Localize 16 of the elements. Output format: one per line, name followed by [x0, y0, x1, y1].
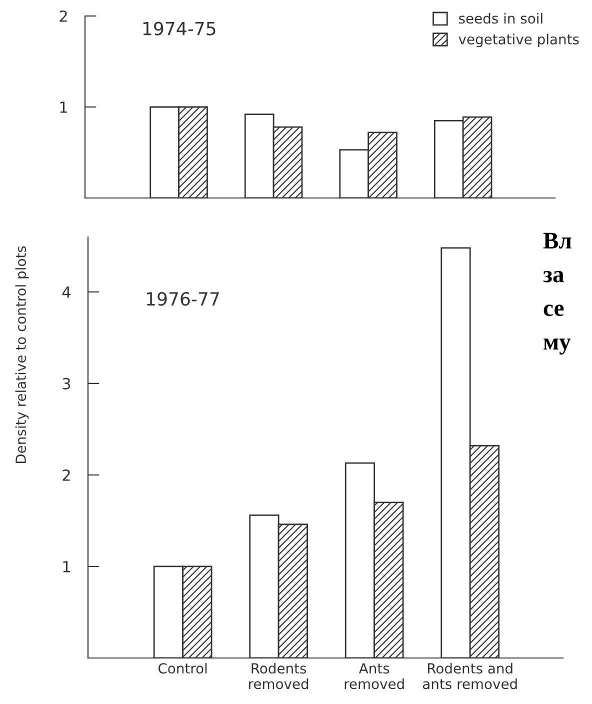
- y-axis-title: Density relative to control plots: [15, 246, 29, 464]
- x-tick-label: Control: [158, 662, 207, 674]
- y-tick-label: 3: [62, 378, 70, 390]
- legend-label: vegetative plants: [458, 34, 579, 48]
- y-tick-label: 2: [62, 469, 70, 481]
- y-tick-label: 1: [60, 102, 67, 113]
- x-tick-label: Rodents and ants removed: [422, 662, 517, 690]
- annotation: 1974-75: [143, 22, 216, 36]
- y-tick-label: 4: [62, 286, 70, 298]
- annotation: 1976-77: [146, 292, 219, 306]
- y-tick-label: 2: [60, 10, 67, 22]
- x-tick-label: Ants removed: [344, 663, 404, 690]
- y-tick-label: 1: [63, 561, 70, 572]
- legend-label: seeds in soil: [459, 12, 542, 24]
- x-tick-label: Rodents removed: [249, 662, 308, 690]
- annotation: Вл за се му: [543, 232, 572, 355]
